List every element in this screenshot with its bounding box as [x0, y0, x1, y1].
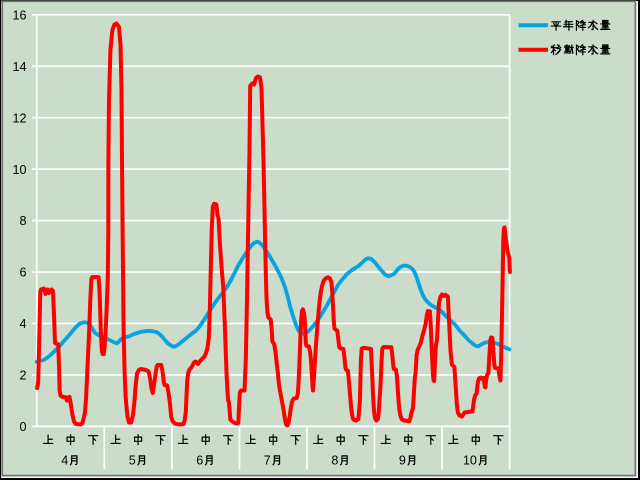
svg-text:8: 8 [331, 453, 338, 467]
svg-text:0: 0 [19, 420, 26, 434]
svg-text:6: 6 [19, 266, 26, 280]
svg-text:14: 14 [12, 60, 26, 74]
svg-text:10: 10 [463, 453, 477, 467]
svg-text:9: 9 [399, 453, 406, 467]
svg-text:12: 12 [12, 111, 26, 125]
svg-text:10: 10 [12, 163, 26, 177]
svg-text:5: 5 [129, 453, 136, 467]
svg-text:2: 2 [19, 369, 26, 383]
svg-text:7: 7 [264, 453, 271, 467]
svg-text:16: 16 [12, 8, 26, 22]
svg-text:4: 4 [19, 317, 26, 331]
svg-text:8: 8 [19, 214, 26, 228]
svg-text:4: 4 [61, 453, 68, 467]
svg-text:6: 6 [196, 453, 203, 467]
